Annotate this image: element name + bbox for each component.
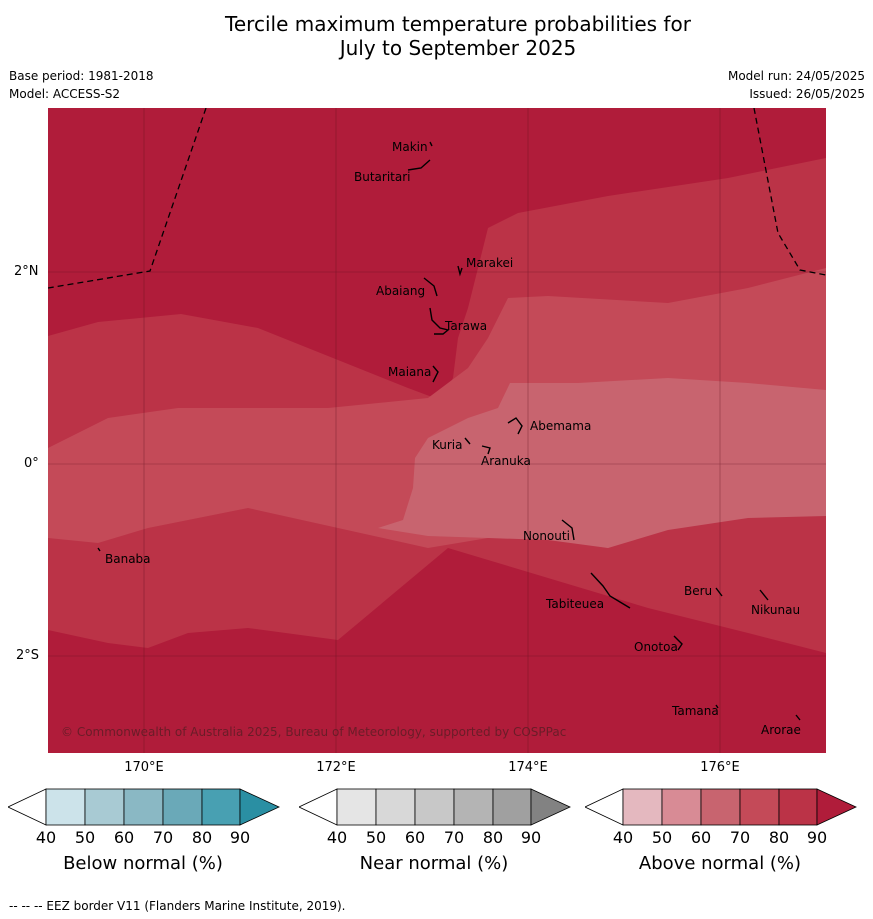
- tick: 40: [35, 828, 57, 847]
- colorbar-title-below: Below normal (%): [63, 853, 223, 874]
- label-arorae: Arorae: [761, 723, 801, 737]
- tick: 70: [729, 828, 751, 847]
- tick: 60: [113, 828, 135, 847]
- label-abemama: Abemama: [530, 419, 591, 433]
- label-makin: Makin: [392, 140, 428, 154]
- label-tabiteuea: Tabiteuea: [545, 597, 604, 611]
- tick: 90: [806, 828, 828, 847]
- base-period: Base period: 1981-2018: [9, 69, 154, 83]
- copyright-notice: © Commonwealth of Australia 2025, Bureau…: [61, 725, 566, 739]
- title-line-1: Tercile maximum temperature probabilitie…: [225, 12, 691, 36]
- meta-left: Base period: 1981-2018 Model: ACCESS-S2: [9, 67, 154, 103]
- label-marakei: Marakei: [466, 256, 513, 270]
- tick: 50: [365, 828, 387, 847]
- lat-label-2n: 2°N: [14, 264, 39, 279]
- lat-label-2s: 2°S: [16, 648, 40, 663]
- meta-right: Model run: 24/05/2025 Issued: 26/05/2025: [728, 67, 865, 103]
- label-tamana: Tamana: [671, 704, 719, 718]
- label-tarawa: Tarawa: [444, 319, 487, 333]
- label-nikunau: Nikunau: [751, 603, 800, 617]
- lon-label-174e: 174°E: [508, 760, 548, 775]
- label-maiana: Maiana: [388, 365, 431, 379]
- label-aranuka: Aranuka: [481, 454, 531, 468]
- issued-date: Issued: 26/05/2025: [749, 87, 865, 101]
- lon-label-176e: 176°E: [700, 760, 740, 775]
- colorbar-above-normal: [585, 788, 857, 826]
- tick: 80: [768, 828, 790, 847]
- tick: 50: [74, 828, 96, 847]
- label-butaritari: Butaritari: [354, 170, 411, 184]
- label-beru: Beru: [684, 584, 712, 598]
- tick: 90: [229, 828, 251, 847]
- lon-label-172e: 172°E: [316, 760, 356, 775]
- island-labels: Makin Butaritari Marakei Abaiang Tarawa …: [105, 140, 801, 737]
- model-run: Model run: 24/05/2025: [727, 69, 865, 83]
- label-banaba: Banaba: [105, 552, 151, 566]
- chart-title: Tercile maximum temperature probabilitie…: [0, 12, 873, 60]
- lat-label-0: 0°: [24, 456, 39, 471]
- colorbar-title-above: Above normal (%): [638, 853, 802, 874]
- title-line-2: July to September 2025: [339, 36, 577, 60]
- tick: 70: [443, 828, 465, 847]
- lon-label-170e: 170°E: [124, 760, 164, 775]
- footer-eez-note: -- -- -- EEZ border V11 (Flanders Marine…: [9, 899, 346, 913]
- tick: 40: [326, 828, 348, 847]
- model-name: Model: ACCESS-S2: [9, 87, 121, 101]
- colorbar-below-normal: [8, 788, 280, 826]
- island-shapes: [97, 141, 801, 721]
- tick: 50: [651, 828, 673, 847]
- zone-above-60: [378, 378, 826, 548]
- tick: 90: [520, 828, 542, 847]
- tick: 60: [404, 828, 426, 847]
- tick: 40: [612, 828, 634, 847]
- tick: 80: [191, 828, 213, 847]
- tick: 70: [152, 828, 174, 847]
- eez-border: [48, 108, 826, 289]
- label-abaiang: Abaiang: [376, 284, 425, 298]
- graticule: [48, 108, 826, 753]
- label-kuria: Kuria: [432, 438, 463, 452]
- colorbar-near-normal: [299, 788, 571, 826]
- tick: 60: [690, 828, 712, 847]
- label-nonouti: Nonouti: [523, 529, 570, 543]
- tick: 80: [482, 828, 504, 847]
- label-onotoa: Onotoa: [634, 640, 678, 654]
- probability-map: Makin Butaritari Marakei Abaiang Tarawa …: [48, 108, 826, 753]
- colorbar-title-near: Near normal (%): [359, 853, 509, 874]
